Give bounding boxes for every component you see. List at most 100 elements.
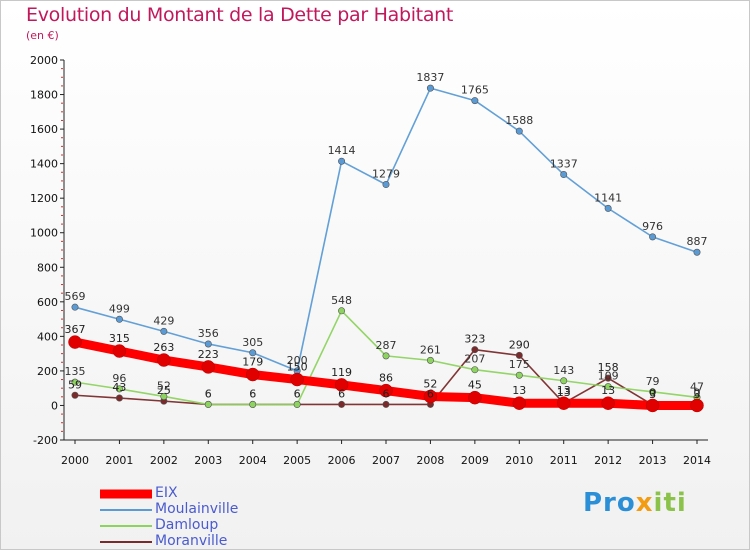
- data-point-damloup: [604, 383, 612, 391]
- x-tick-label: 2014: [683, 454, 711, 467]
- data-label-eix: 119: [331, 366, 352, 379]
- data-label-damloup: 52: [157, 379, 171, 392]
- data-point-eix: [556, 396, 571, 410]
- data-point-eix: [245, 367, 260, 382]
- x-tick-label: 2002: [150, 454, 178, 467]
- data-point-moulainville: [515, 127, 523, 135]
- legend-label: Damloup: [155, 517, 219, 533]
- data-label-moranville: 3: [649, 388, 656, 401]
- data-point-moulainville: [115, 315, 123, 323]
- data-point-damloup: [649, 388, 657, 396]
- legend-swatch: [100, 525, 152, 527]
- data-label-eix: 13: [601, 384, 615, 397]
- data-point-eix: [690, 398, 704, 413]
- data-label-moranville: 323: [464, 333, 485, 346]
- data-point-eix: [157, 353, 171, 367]
- data-point-eix: [112, 344, 127, 358]
- data-label-moulainville: 429: [153, 314, 174, 327]
- data-label-damloup: 96: [112, 372, 126, 385]
- data-point-moulainville: [693, 248, 701, 256]
- data-point-moranville: [515, 351, 523, 359]
- data-label-eix: 13: [512, 384, 526, 397]
- y-tick-label: 1400: [30, 158, 58, 171]
- data-label-moranville: 25: [157, 384, 171, 397]
- data-point-moulainville: [382, 181, 390, 189]
- data-point-damloup: [426, 356, 434, 364]
- data-point-moulainville: [426, 84, 434, 92]
- data-point-damloup: [515, 371, 523, 379]
- data-label-damloup: 207: [464, 353, 485, 366]
- y-tick-label: 0: [51, 399, 58, 412]
- data-label-moulainville: 305: [242, 336, 263, 349]
- data-label-moranville: 43: [112, 381, 126, 394]
- data-label-moulainville: 1337: [550, 158, 578, 171]
- data-label-moulainville: 1588: [505, 114, 533, 127]
- data-point-moulainville: [560, 171, 568, 179]
- data-point-eix: [379, 383, 393, 398]
- data-label-moranville: 6: [205, 387, 212, 400]
- data-label-eix: 315: [109, 332, 130, 345]
- data-label-moranville: 158: [598, 361, 619, 374]
- data-label-moulainville: 499: [109, 302, 130, 315]
- chart-unit: (en €): [26, 29, 59, 42]
- data-label-moranville: 6: [338, 387, 345, 400]
- data-label-eix: 45: [468, 379, 482, 392]
- data-point-eix: [468, 390, 482, 405]
- y-tick-label: 400: [37, 330, 58, 343]
- data-point-eix: [290, 372, 304, 387]
- data-label-damloup: 175: [509, 358, 530, 371]
- data-point-eix: [201, 360, 216, 374]
- data-point-damloup: [160, 392, 168, 400]
- data-point-damloup: [115, 385, 123, 393]
- data-point-moranville: [71, 391, 79, 399]
- data-label-eix: 13: [557, 384, 571, 397]
- y-tick-label: 2000: [30, 54, 58, 67]
- legend-label: Moranville: [155, 533, 228, 549]
- series-line-moulainville: [74, 87, 698, 372]
- y-tick-label: 1600: [30, 123, 58, 136]
- data-label-eix: 367: [65, 323, 86, 336]
- data-label-damloup: 261: [420, 343, 441, 356]
- data-label-damloup: 47: [690, 380, 704, 393]
- data-label-moranville: 6: [294, 387, 301, 400]
- series-layer: [68, 84, 704, 413]
- data-label-eix: 86: [379, 372, 393, 385]
- data-label-moulainville: 569: [65, 290, 86, 303]
- data-point-eix: [645, 398, 660, 413]
- x-tick-label: 2011: [550, 454, 578, 467]
- data-label-moranville: 6: [383, 387, 390, 400]
- data-label-moulainville: 200: [287, 354, 308, 367]
- data-label-moulainville: 1141: [594, 191, 622, 204]
- axes: -200020040060080010001200140016001800200…: [30, 54, 711, 467]
- data-point-damloup: [471, 366, 479, 374]
- data-label-eix: 223: [198, 348, 219, 361]
- data-point-moranville: [604, 374, 612, 382]
- data-label-eix: 0: [694, 386, 701, 399]
- y-tick-label: 600: [37, 296, 58, 309]
- x-tick-label: 2007: [372, 454, 400, 467]
- data-label-damloup: 287: [376, 339, 397, 352]
- data-point-moranville: [338, 400, 346, 408]
- data-label-eix: 0: [649, 386, 656, 399]
- data-label-moranville: 290: [509, 338, 530, 351]
- data-label-moulainville: 1837: [416, 71, 444, 84]
- data-label-damloup: 6: [294, 387, 301, 400]
- x-tick-label: 2013: [639, 454, 667, 467]
- data-point-damloup: [204, 400, 212, 408]
- data-point-eix: [68, 335, 82, 349]
- y-tick-label: 1200: [30, 192, 58, 205]
- x-tick-label: 2006: [328, 454, 356, 467]
- proxiti-logo: Proxiti: [583, 488, 687, 518]
- data-point-moulainville: [71, 303, 79, 311]
- data-label-moranville: 6: [249, 387, 256, 400]
- data-point-moulainville: [604, 204, 612, 212]
- y-tick-label: 1000: [30, 227, 58, 240]
- y-tick-label: 800: [37, 261, 58, 274]
- data-label-moulainville: 1279: [372, 168, 400, 181]
- data-point-eix: [601, 396, 615, 410]
- y-tick-label: 1800: [30, 89, 58, 102]
- data-label-moranville: 59: [68, 378, 82, 391]
- data-label-moulainville: 1765: [461, 84, 489, 97]
- data-label-moulainville: 887: [687, 235, 708, 248]
